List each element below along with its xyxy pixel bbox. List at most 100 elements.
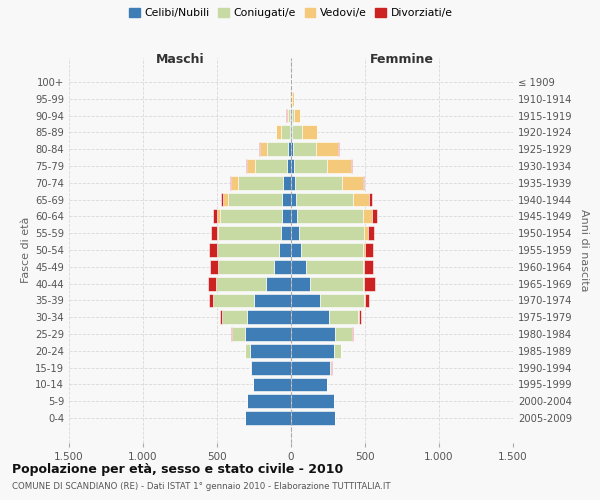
- Bar: [209, 243, 217, 257]
- Text: COMUNE DI SCANDIANO (RE) - Dati ISTAT 1° gennaio 2010 - Elaborazione TUTTITALIA.: COMUNE DI SCANDIANO (RE) - Dati ISTAT 1°…: [12, 482, 391, 491]
- Bar: [253, 378, 291, 392]
- Bar: [291, 378, 327, 392]
- Bar: [287, 108, 289, 122]
- Bar: [291, 243, 301, 257]
- Bar: [228, 192, 282, 206]
- Bar: [245, 344, 250, 358]
- Bar: [209, 294, 213, 308]
- Bar: [364, 226, 368, 240]
- Bar: [291, 176, 295, 190]
- Bar: [217, 210, 220, 224]
- Bar: [245, 327, 291, 341]
- Bar: [291, 344, 334, 358]
- Bar: [291, 411, 335, 425]
- Bar: [364, 276, 375, 290]
- Bar: [291, 394, 334, 408]
- Bar: [218, 226, 281, 240]
- Y-axis label: Fasce di età: Fasce di età: [21, 217, 31, 283]
- Bar: [208, 276, 215, 290]
- Bar: [291, 126, 292, 139]
- Bar: [291, 260, 305, 274]
- Bar: [310, 276, 363, 290]
- Bar: [291, 361, 330, 374]
- Bar: [352, 327, 353, 341]
- Bar: [291, 276, 310, 290]
- Bar: [254, 159, 287, 173]
- Bar: [351, 159, 352, 173]
- Bar: [223, 310, 247, 324]
- Bar: [267, 142, 289, 156]
- Bar: [216, 276, 266, 290]
- Bar: [291, 159, 293, 173]
- Bar: [292, 126, 302, 139]
- Bar: [320, 294, 364, 308]
- Bar: [274, 260, 291, 274]
- Bar: [279, 243, 291, 257]
- Bar: [301, 243, 363, 257]
- Bar: [302, 126, 317, 139]
- Bar: [369, 192, 371, 206]
- Bar: [282, 210, 291, 224]
- Bar: [232, 327, 245, 341]
- Bar: [368, 226, 374, 240]
- Bar: [316, 142, 338, 156]
- Bar: [245, 411, 291, 425]
- Text: Maschi: Maschi: [155, 53, 205, 66]
- Bar: [218, 260, 274, 274]
- Bar: [281, 126, 290, 139]
- Bar: [353, 192, 369, 206]
- Bar: [342, 176, 362, 190]
- Bar: [282, 192, 291, 206]
- Bar: [213, 294, 254, 308]
- Bar: [291, 192, 296, 206]
- Bar: [277, 126, 281, 139]
- Bar: [223, 192, 228, 206]
- Bar: [291, 327, 335, 341]
- Bar: [359, 310, 361, 324]
- Bar: [291, 92, 292, 106]
- Bar: [328, 159, 351, 173]
- Bar: [365, 294, 369, 308]
- Bar: [289, 108, 290, 122]
- Y-axis label: Anni di nascita: Anni di nascita: [579, 209, 589, 291]
- Bar: [329, 310, 358, 324]
- Bar: [247, 159, 254, 173]
- Bar: [292, 108, 294, 122]
- Bar: [305, 260, 363, 274]
- Bar: [363, 243, 365, 257]
- Bar: [220, 310, 223, 324]
- Legend: Celibi/Nubili, Coniugati/e, Vedovi/e, Divorziati/e: Celibi/Nubili, Coniugati/e, Vedovi/e, Di…: [125, 3, 457, 22]
- Bar: [287, 159, 291, 173]
- Bar: [372, 210, 377, 224]
- Bar: [246, 159, 247, 173]
- Bar: [293, 142, 316, 156]
- Bar: [335, 327, 352, 341]
- Bar: [363, 260, 364, 274]
- Bar: [291, 310, 329, 324]
- Text: Popolazione per età, sesso e stato civile - 2010: Popolazione per età, sesso e stato civil…: [12, 462, 343, 475]
- Bar: [363, 210, 372, 224]
- Bar: [260, 142, 267, 156]
- Bar: [295, 176, 342, 190]
- Bar: [217, 226, 218, 240]
- Bar: [266, 276, 291, 290]
- Bar: [364, 260, 373, 274]
- Bar: [221, 192, 223, 206]
- Bar: [283, 176, 291, 190]
- Bar: [220, 210, 282, 224]
- Text: Femmine: Femmine: [370, 53, 434, 66]
- Bar: [211, 260, 218, 274]
- Bar: [297, 210, 363, 224]
- Bar: [251, 361, 291, 374]
- Bar: [213, 210, 217, 224]
- Bar: [238, 176, 283, 190]
- Bar: [291, 142, 293, 156]
- Bar: [247, 310, 291, 324]
- Bar: [230, 176, 231, 190]
- Bar: [294, 108, 300, 122]
- Bar: [291, 210, 297, 224]
- Bar: [291, 294, 320, 308]
- Bar: [290, 126, 291, 139]
- Bar: [299, 226, 364, 240]
- Bar: [330, 361, 331, 374]
